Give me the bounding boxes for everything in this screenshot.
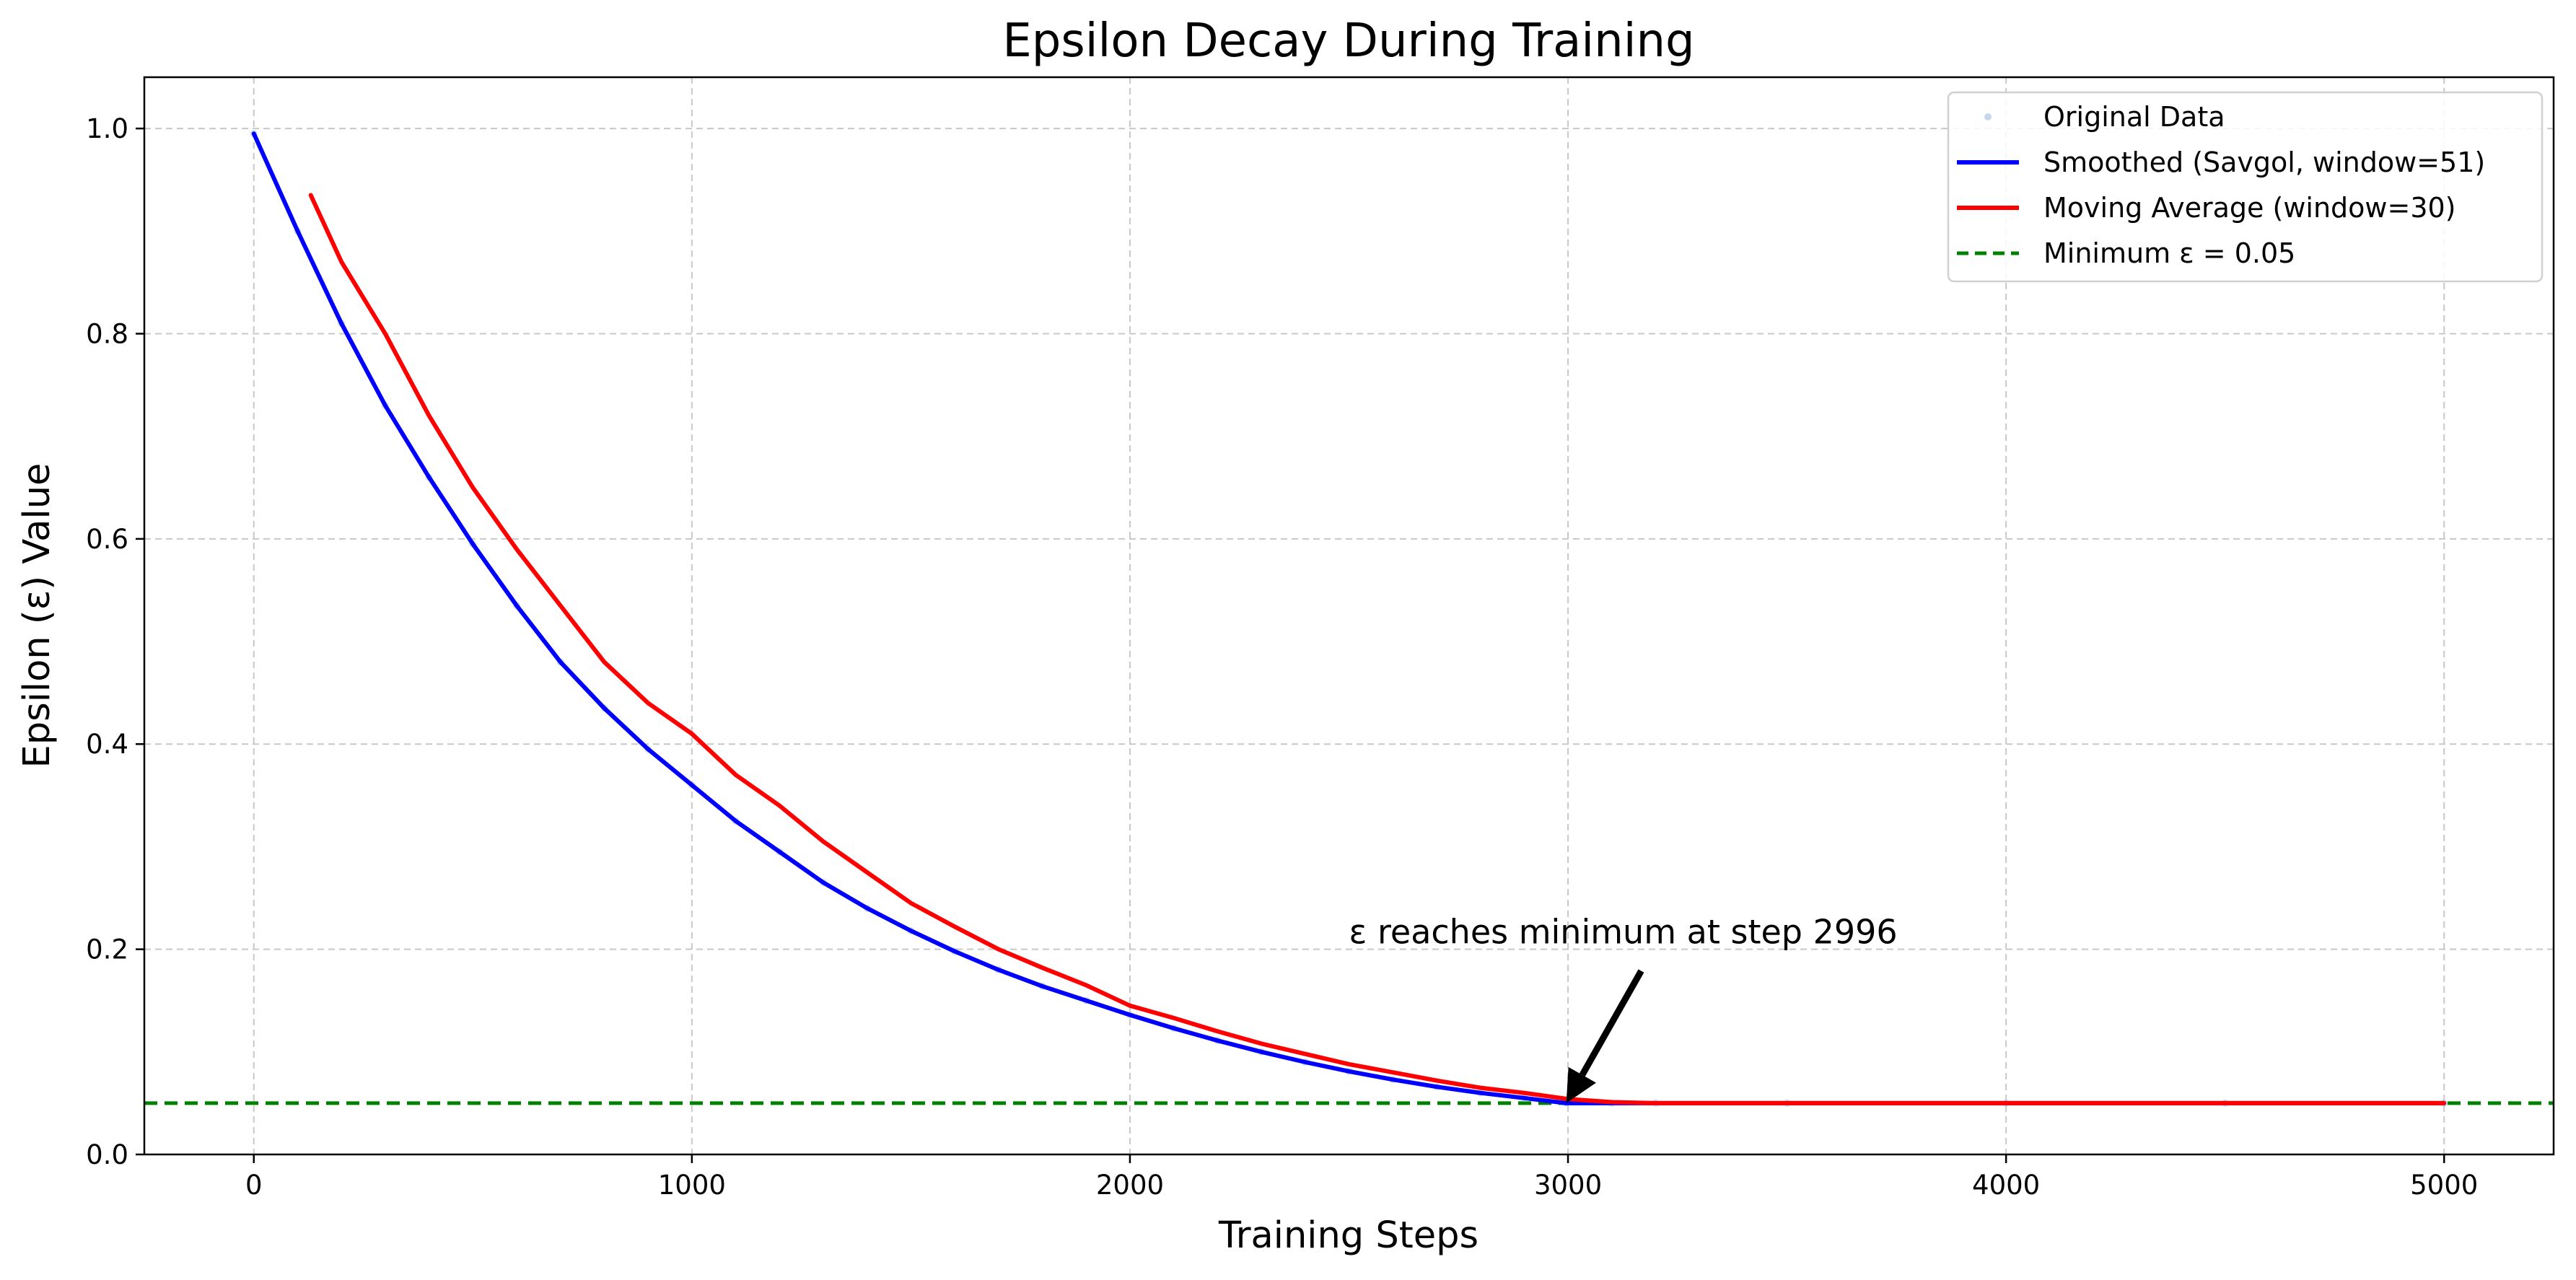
x-axis-title: Training Steps <box>1218 1214 1478 1257</box>
legend-item-minimum-epsilon: Minimum ε = 0.05 <box>1957 237 2295 269</box>
y-tick-label: 1.0 <box>86 113 128 144</box>
y-tick-label: 0.8 <box>86 318 128 349</box>
legend-label: Smoothed (Savgol, window=51) <box>2043 146 2485 178</box>
y-tick-label: 0.4 <box>86 729 128 760</box>
legend-item-original-data: Original Data <box>1984 101 2225 133</box>
y-axis-title: Epsilon (ε) Value <box>16 463 58 768</box>
legend-label: Minimum ε = 0.05 <box>2043 237 2295 269</box>
x-tick-label: 1000 <box>658 1170 726 1201</box>
series-layer <box>250 130 2448 1107</box>
legend-box <box>1947 91 2544 283</box>
legend-swatch-point <box>1984 113 1992 120</box>
y-tick-label: 0.0 <box>86 1139 128 1170</box>
legend-label: Original Data <box>2043 101 2225 133</box>
x-tick-label: 5000 <box>2410 1170 2478 1201</box>
annotation-layer: ε reaches minimum at step 2996 <box>1349 913 1898 1103</box>
x-tick-label: 4000 <box>1972 1170 2040 1201</box>
legend-item-smoothed: Smoothed (Savgol, window=51) <box>1957 146 2485 178</box>
legend-label: Moving Average (window=30) <box>2043 192 2456 224</box>
annotation-text: ε reaches minimum at step 2996 <box>1349 913 1898 952</box>
moving-average-series-line <box>308 193 2447 1105</box>
legend: Original Data Smoothed (Savgol, window=51… <box>1947 91 2544 283</box>
smoothed-series-line <box>251 131 2447 1105</box>
y-tick-label: 0.6 <box>86 524 128 555</box>
axis-ticks: 0 1000 2000 3000 4000 5000 0.0 0.2 0.4 0.6 0.8 1.0 <box>86 113 2478 1201</box>
x-tick-label: 3000 <box>1534 1170 1602 1201</box>
annotation-arrow-head <box>1566 1066 1596 1103</box>
y-tick-label: 0.2 <box>86 934 128 965</box>
x-tick-label: 0 <box>245 1170 263 1201</box>
plot-frame <box>143 76 2555 1156</box>
annotation-arrow-shaft <box>1579 969 1644 1077</box>
chart-title: Epsilon Decay During Training <box>1002 14 1694 68</box>
legend-item-moving-average: Moving Average (window=30) <box>1957 192 2456 224</box>
x-tick-label: 2000 <box>1096 1170 1164 1201</box>
